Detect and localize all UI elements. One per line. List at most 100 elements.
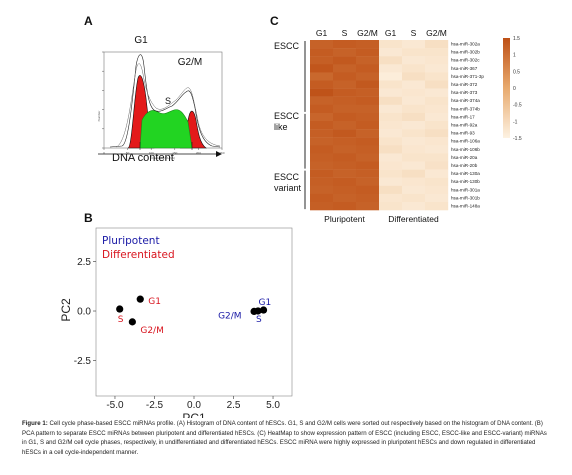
heatmap-cell — [310, 169, 334, 178]
heatmap-cell — [356, 64, 380, 73]
heatmap-row-label: hsa-miR-148a — [451, 204, 480, 209]
heatmap-row-label: hsa-miR-301b — [451, 195, 480, 200]
heatmap-row-label: hsa-miR-373 — [451, 90, 478, 95]
pca-point-label: G2/M — [140, 326, 164, 336]
heatmap-row-label: hsa-miR-17 — [451, 114, 475, 119]
heatmap-cell — [310, 153, 334, 162]
heatmap-cell — [379, 193, 403, 203]
histogram-x-tick-label: 200 — [196, 151, 201, 155]
heatmap-cell — [379, 169, 403, 178]
heatmap-cell — [356, 129, 380, 138]
heatmap-cell — [379, 64, 403, 73]
heatmap-column-label: G1 — [385, 28, 397, 38]
dna-content-arrowhead — [216, 151, 222, 157]
heatmap-cell — [333, 96, 357, 105]
heatmap-cell — [333, 104, 357, 114]
pca-x-tick-label: -5.0 — [106, 400, 124, 411]
pca-legend-0: Pluripotent — [102, 235, 160, 247]
heatmap-cell — [356, 193, 380, 203]
heatmap-cell — [425, 129, 449, 138]
heatmap-scale-tick: 0 — [513, 86, 516, 92]
heatmap-cell — [333, 56, 357, 65]
heatmap-column-label: S — [411, 28, 417, 38]
heatmap-cell — [402, 80, 426, 89]
heatmap-cell — [425, 80, 449, 89]
heatmap-cell — [356, 185, 380, 195]
caption-label: Figure 1: — [22, 420, 48, 427]
heatmap-row-label: hsa-miR-302a — [451, 42, 480, 47]
pca-point-label: S — [256, 315, 262, 325]
heatmap-cell — [356, 56, 380, 65]
heatmap-cell — [402, 169, 426, 178]
pca-xlabel: PC1 — [182, 411, 206, 418]
heatmap-cell — [310, 193, 334, 203]
caption-text: Cell cycle phase-based ESCC miRNAs profi… — [22, 420, 547, 456]
heatmap-cell — [356, 88, 380, 97]
heatmap-cell — [402, 112, 426, 122]
heatmap-group-label: ESCC like — [274, 111, 300, 132]
heatmap-cell — [379, 129, 403, 138]
heatmap-cell — [333, 88, 357, 97]
pca-x-tick-label: 2.5 — [227, 400, 241, 411]
heatmap-scale-tick: 1.5 — [513, 36, 520, 42]
heatmap-cell — [310, 112, 334, 122]
heatmap-cell — [310, 137, 334, 146]
heatmap-cell — [402, 153, 426, 162]
heatmap-cell — [333, 72, 357, 81]
heatmap-cell — [379, 185, 403, 195]
heatmap-row-label: hsa-miR-302c — [451, 58, 480, 63]
heatmap-cell — [379, 177, 403, 186]
heatmap-cell — [402, 56, 426, 65]
heatmap-cell — [356, 80, 380, 89]
heatmap-cell — [425, 153, 449, 162]
heatmap-cell — [402, 145, 426, 154]
heatmap-cell — [402, 64, 426, 73]
heatmap-cell — [333, 80, 357, 89]
heatmap-cell — [402, 72, 426, 81]
heatmap-row-label: hsa-miR-372 — [451, 82, 478, 87]
heatmap-column-label: G2/M — [357, 28, 378, 38]
heatmap-cell — [333, 169, 357, 178]
pca-point — [259, 306, 268, 314]
heatmap-cell — [379, 56, 403, 65]
heatmap-row-label: hsa-miR-20b — [451, 163, 478, 168]
heatmap-cell — [425, 48, 449, 57]
heatmap-cell — [425, 145, 449, 154]
heatmap-cell — [333, 193, 357, 203]
heatmap-cell — [333, 121, 357, 130]
histogram-x-tick-label: 0 — [103, 151, 105, 155]
heatmap-cell — [356, 104, 380, 114]
heatmap-cell — [356, 96, 380, 105]
heatmap-cell — [333, 129, 357, 138]
heatmap-cell — [310, 129, 334, 138]
heatmap-cell — [402, 177, 426, 186]
heatmap-cell — [379, 121, 403, 130]
panel-label-b: B — [84, 211, 93, 225]
heatmap-group-label: ESCC — [274, 41, 300, 51]
heatmap-cell — [425, 185, 449, 195]
heatmap-bottom-pluripotent: Pluripotent — [324, 214, 365, 224]
heatmap-bottom-differentiated: Differentiated — [388, 214, 439, 224]
dna-histogram: 0 50 100 150 200 250 Channels (FL2-A) Number G1 S… — [97, 36, 225, 160]
pca-point-label: G1 — [259, 298, 272, 308]
heatmap-cell — [310, 88, 334, 97]
heatmap-cell — [310, 145, 334, 154]
heatmap-cell — [333, 161, 357, 170]
heatmap-cell — [425, 64, 449, 73]
peak-label-g1: G1 — [134, 36, 148, 46]
heatmap-color-scale — [503, 38, 510, 138]
heatmap-scale-tick: -0.5 — [513, 103, 522, 109]
pca-point-label: G2/M — [218, 311, 242, 321]
heatmap-cell — [379, 40, 403, 49]
heatmap-cell — [310, 40, 334, 49]
heatmap-cell — [310, 64, 334, 73]
heatmap-cell — [356, 72, 380, 81]
heatmap-cell — [425, 96, 449, 105]
figure-caption: Figure 1: Cell cycle phase-based ESCC mi… — [22, 419, 550, 457]
heatmap-cell — [402, 202, 426, 211]
heatmap-group-label: ESCC variant — [274, 172, 302, 193]
heatmap-row-label: hsa-miR-93 — [451, 131, 475, 136]
heatmap-row-label: hsa-miR-106a — [451, 139, 480, 144]
peak-label-g2m: G2/M — [178, 57, 202, 68]
heatmap-cell — [379, 96, 403, 105]
